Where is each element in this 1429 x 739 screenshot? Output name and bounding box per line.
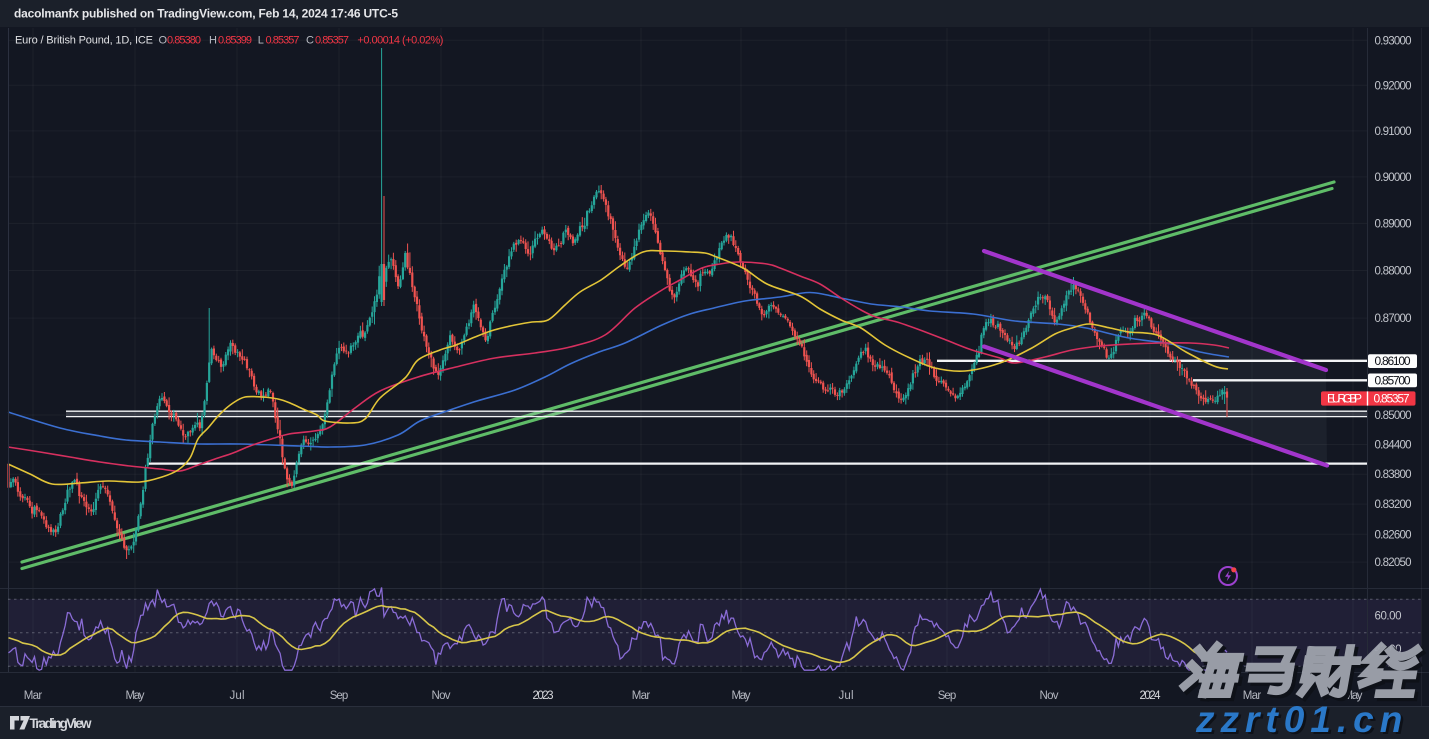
svg-text:0.83200: 0.83200 (1375, 499, 1412, 511)
svg-text:Jul: Jul (839, 690, 854, 702)
svg-text:May: May (126, 690, 145, 702)
svg-text:Jul: Jul (230, 690, 245, 702)
svg-text:0.92000: 0.92000 (1375, 80, 1412, 92)
svg-text:0.84400: 0.84400 (1375, 440, 1412, 452)
svg-text:TradingView: TradingView (30, 716, 92, 731)
svg-text:2023: 2023 (533, 690, 554, 702)
svg-text:0.86100: 0.86100 (1375, 354, 1411, 368)
svg-text:O: O (159, 35, 168, 47)
svg-text:0.85357: 0.85357 (1374, 392, 1410, 406)
svg-text:0.88000: 0.88000 (1375, 266, 1412, 278)
svg-text:0.85700: 0.85700 (1375, 373, 1411, 387)
svg-text:0.93000: 0.93000 (1375, 35, 1412, 47)
svg-text:EURGBP: EURGBP (1327, 392, 1362, 406)
svg-text:Sep: Sep (330, 690, 349, 702)
svg-text:0.85399: 0.85399 (218, 35, 252, 47)
svg-text:0.85357: 0.85357 (266, 35, 300, 47)
svg-text:Sep: Sep (938, 690, 957, 702)
svg-text:zzrt01.cn: zzrt01.cn (1195, 699, 1408, 739)
svg-text:0.85000: 0.85000 (1375, 410, 1412, 422)
svg-text:0.91000: 0.91000 (1375, 126, 1412, 138)
svg-text:0.90000: 0.90000 (1375, 172, 1412, 184)
svg-text:0.87000: 0.87000 (1375, 313, 1412, 325)
svg-text:Mar: Mar (632, 690, 651, 702)
svg-text:0.83800: 0.83800 (1375, 469, 1412, 481)
svg-text:0.89000: 0.89000 (1375, 218, 1412, 230)
svg-text:Mar: Mar (1243, 690, 1262, 702)
svg-text:60.00: 60.00 (1375, 611, 1402, 623)
svg-text:Euro / British Pound, 1D, ICE: Euro / British Pound, 1D, ICE (15, 35, 153, 47)
svg-text:L: L (258, 35, 264, 47)
svg-text:0.82600: 0.82600 (1375, 529, 1412, 541)
svg-text:Nov: Nov (1040, 690, 1059, 702)
svg-text:2024: 2024 (1140, 690, 1162, 702)
svg-text:0.82050: 0.82050 (1375, 557, 1412, 569)
svg-text:0.85380: 0.85380 (167, 35, 201, 47)
svg-text:dacolmanfx published on Tradin: dacolmanfx published on TradingView.com,… (14, 7, 398, 21)
svg-text:C: C (306, 35, 314, 47)
svg-text:H: H (209, 35, 217, 47)
svg-text:Mar: Mar (24, 690, 43, 702)
svg-text:May: May (732, 690, 751, 702)
svg-text:+0.00014 (+0.02%): +0.00014 (+0.02%) (357, 35, 443, 47)
svg-text:0.85357: 0.85357 (315, 35, 349, 47)
svg-text:Nov: Nov (432, 690, 451, 702)
svg-text:zzrt01.cn: zzrt01.cn (1198, 701, 1411, 739)
